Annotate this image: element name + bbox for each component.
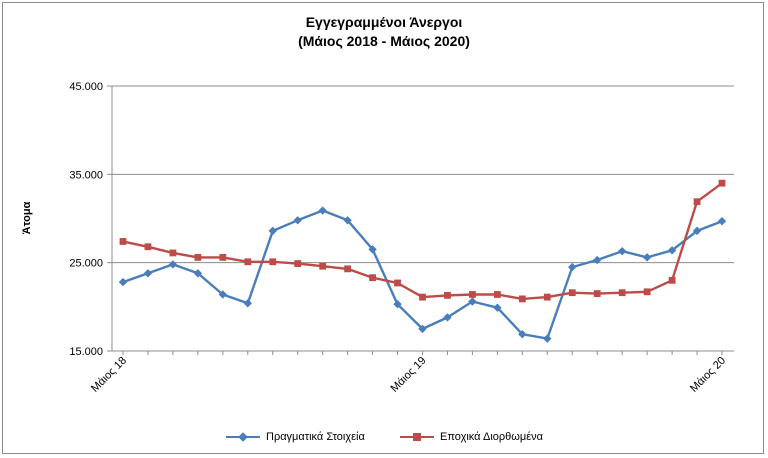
y-tick-label: 25.000 [69,258,103,270]
data-point [693,198,701,206]
data-point [194,253,202,261]
data-point [692,226,702,236]
data-point [543,334,552,343]
x-tick-label: Μάιος 20 [688,355,728,395]
data-point [717,216,727,226]
series-actual [118,206,727,343]
data-point [493,291,501,298]
data-point [168,260,178,269]
data-point [419,293,426,301]
data-point [418,324,427,334]
data-point [343,216,352,225]
data-point [668,276,676,284]
data-point [294,260,302,267]
legend-item-actual: Πραγματικά Στοιχεία [226,431,365,443]
y-axis-label: Άτομα [21,201,33,234]
data-point [469,291,476,298]
data-point [393,299,402,309]
legend-label-seasonal: Εποχικά Διορθωμένα [440,431,543,443]
data-point [718,179,726,187]
series-line [122,209,723,340]
series-seasonal [119,179,726,303]
data-point [268,226,277,236]
y-tick-label: 35.000 [69,169,103,181]
data-point [443,313,452,322]
x-tick-label: Μάιος 19 [389,355,429,395]
data-point [319,262,327,270]
data-point [543,293,551,301]
legend-marker-actual [226,431,260,443]
gridlines [112,85,734,264]
data-point [394,279,401,287]
series-line [122,182,723,301]
chart-subtitle: (Μάιος 2018 - Μάιος 2020) [298,33,470,49]
chart-title: Εγγεγραμμένοι Άνεργοι [305,14,463,30]
legend-marker-seasonal [400,431,434,443]
data-point [368,245,377,254]
data-point [244,258,252,266]
data-point [193,269,203,278]
data-point [369,274,376,282]
y-tick-label: 15.000 [69,346,103,358]
data-point [219,253,227,261]
data-point [218,290,228,299]
axes [107,85,734,355]
x-tick-labels: Μάιος 18 Μάιος 19 Μάιος 20 [89,355,728,395]
data-point [518,295,526,303]
data-point [643,288,651,296]
data-point [269,258,277,266]
x-tick-label: Μάιος 18 [89,355,129,395]
chart-frame [2,2,764,454]
data-point [568,262,577,272]
data-point [169,249,177,257]
data-point [568,289,576,297]
data-point [344,265,352,273]
legend-label-actual: Πραγματικά Στοιχεία [266,431,365,443]
data-point [618,289,626,297]
data-point [617,246,627,256]
data-point [468,297,477,306]
data-point [143,269,153,278]
legend-item-seasonal: Εποχικά Διορθωμένα [400,431,543,443]
series-layer [118,179,727,343]
data-point [318,206,327,215]
y-tick-label: 45.000 [69,81,103,93]
data-point [667,246,677,255]
data-point [118,277,128,287]
y-tick-labels: 15.000 25.000 35.000 45.000 [69,81,103,358]
data-point [119,238,127,245]
data-point [243,299,252,308]
data-point [593,290,601,297]
data-point [593,255,602,265]
data-point [518,330,527,339]
data-point [444,291,451,299]
data-point [144,243,152,251]
data-point [493,303,502,312]
data-point [293,216,302,225]
data-point [642,253,652,262]
